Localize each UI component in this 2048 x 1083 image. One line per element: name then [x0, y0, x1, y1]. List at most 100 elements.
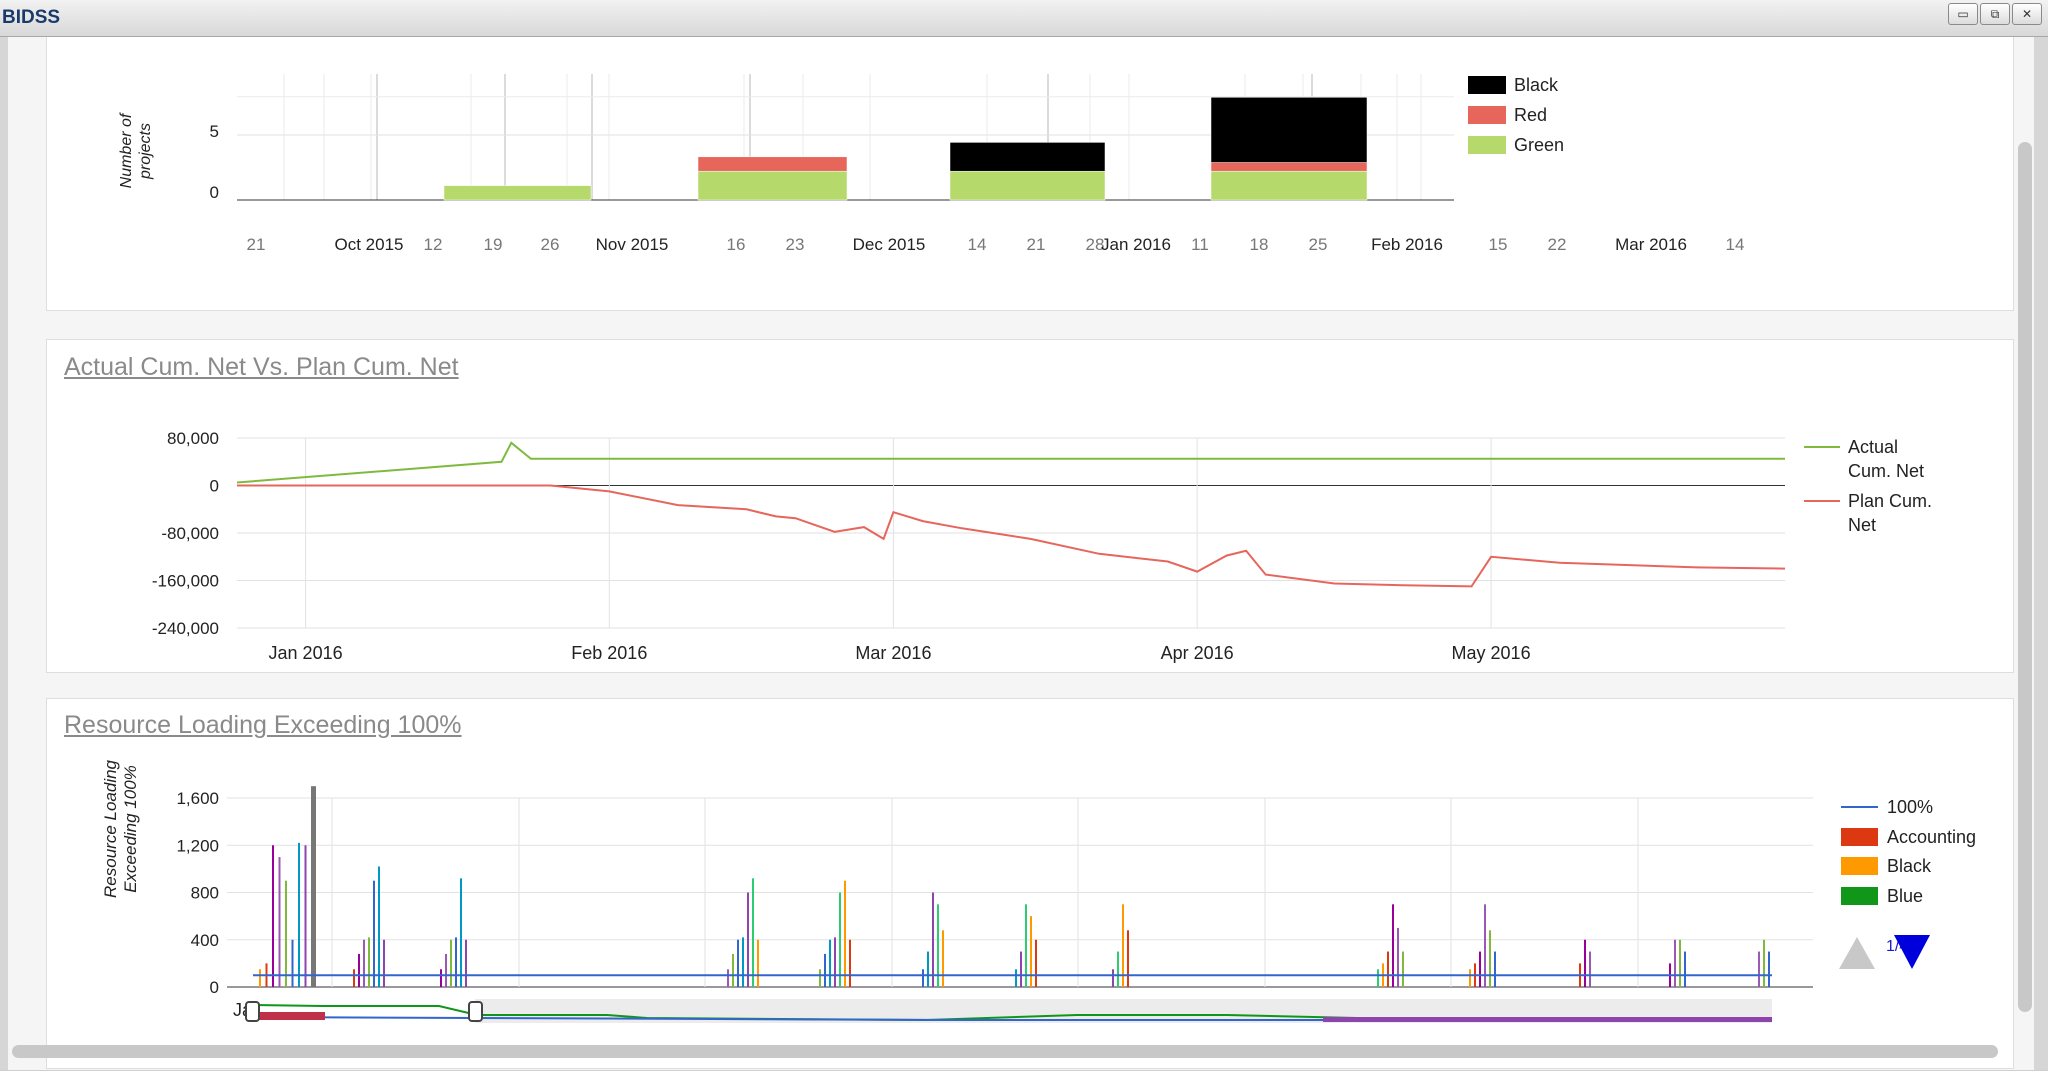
x-tick-label: Mar 2016: [1615, 235, 1687, 254]
resource-bar: [450, 939, 452, 987]
series-line-plan-cum-net: [237, 484, 1786, 588]
cum-net-chart-panel: Actual Cum. Net Vs. Plan Cum. Net 80,000…: [46, 339, 2014, 673]
x-tick-label: 23: [786, 235, 805, 254]
x-tick-label: May 2016: [1452, 643, 1531, 663]
resource-bar: [839, 892, 841, 987]
cum-net-chart-title[interactable]: Actual Cum. Net Vs. Plan Cum. Net: [64, 353, 459, 381]
x-tick-label: 18: [1250, 235, 1269, 254]
y-tick-label: 0: [210, 477, 219, 496]
x-tick-label: 15: [1489, 235, 1508, 254]
legend-label-black: Black: [1887, 856, 1932, 876]
x-tick-label: Feb 2016: [571, 643, 647, 663]
resource-bar: [259, 969, 261, 987]
resource-bar: [1489, 930, 1491, 987]
bar-segment-red: [697, 156, 848, 172]
x-tick-label: 12: [424, 235, 443, 254]
y-tick-label: 1,600: [176, 789, 219, 808]
resource-bar: [445, 953, 447, 987]
x-tick-label: Mar 2016: [855, 643, 931, 663]
resource-bar: [742, 937, 744, 987]
bar-segment-green: [697, 170, 848, 201]
y-tick-label: -240,000: [152, 619, 219, 638]
resource-bar: [752, 878, 754, 987]
legend-swatch-red: [1468, 106, 1506, 124]
y-axis-ticks: 5 0: [210, 122, 219, 202]
horizontal-scrollbar-thumb[interactable]: [12, 1045, 1998, 1058]
resource-bar: [1035, 939, 1037, 987]
legend-label-red: Red: [1514, 105, 1547, 125]
resource-bar: [465, 939, 467, 987]
horizontal-scrollbar[interactable]: [8, 1040, 2018, 1062]
resource-bar: [1484, 904, 1486, 987]
resource-bar: [922, 969, 924, 987]
legend-page-up-icon[interactable]: [1839, 937, 1875, 969]
resource-bar: [829, 939, 831, 987]
x-tick-label: 11: [1191, 235, 1209, 254]
resource-bar: [1117, 951, 1119, 987]
resource-bar: [1112, 969, 1114, 987]
bar-segment-green: [1210, 170, 1368, 201]
resource-bar: [844, 880, 846, 987]
bar-segment-green: [949, 170, 1106, 201]
legend-label-actual-line1: Actual: [1848, 437, 1898, 457]
resource-bar: [311, 786, 316, 987]
resource-loading-panel: Resource Loading Exceeding 100% 1,600 1,2…: [46, 698, 2014, 1069]
resource-bar: [1402, 951, 1404, 987]
resource-bar: [298, 842, 300, 987]
resource-bar: [373, 880, 375, 987]
range-navigator[interactable]: [245, 999, 1773, 1023]
resource-bar: [1025, 904, 1027, 987]
y-tick-label: 80,000: [167, 429, 219, 448]
y-axis-title-line1: Number of: [118, 112, 135, 188]
resource-bar: [1397, 927, 1399, 987]
window-bottom-edge: [0, 1070, 2048, 1083]
legend-swatch-green: [1468, 136, 1506, 154]
y-axis-title-line1: Resource Loading: [101, 759, 120, 898]
resource-bar: [383, 939, 385, 987]
resource-bar: [1758, 951, 1760, 987]
resource-bar: [440, 969, 442, 987]
y-tick-label: 0: [210, 183, 219, 202]
legend-label-blue: Blue: [1887, 886, 1923, 906]
resource-bar: [304, 845, 307, 987]
resource-loading-title[interactable]: Resource Loading Exceeding 100%: [64, 711, 462, 739]
bar-segment-black: [949, 142, 1106, 172]
resource-bar: [727, 969, 729, 987]
restore-icon[interactable]: ⧉: [1980, 3, 2010, 25]
resource-bar: [824, 953, 826, 987]
resource-bar: [942, 930, 944, 987]
range-handle-left[interactable]: [245, 1001, 260, 1022]
y-axis-title-line2: projects: [137, 123, 154, 180]
x-tick-label: 25: [1309, 235, 1328, 254]
legend-swatch-accounting: [1841, 828, 1878, 846]
x-tick-label: Oct 2015: [335, 235, 404, 254]
y-tick-label: 800: [191, 884, 219, 903]
x-tick-label: Nov 2015: [596, 235, 669, 254]
vertical-scrollbar-thumb[interactable]: [2018, 142, 2032, 1012]
resource-bar: [737, 939, 739, 987]
legend-label-plan-line1: Plan Cum.: [1848, 491, 1932, 511]
x-tick-label: 19: [484, 235, 503, 254]
vertical-scrollbar[interactable]: [2014, 38, 2036, 1038]
resource-bar: [460, 878, 462, 987]
cum-net-chart: 80,000 0 -80,000 -160,000 -240,000 Jan 2016 F…: [152, 429, 1932, 663]
x-tick-label: 14: [968, 235, 987, 254]
x-tick-label: 21: [247, 235, 266, 254]
window-title: BIDSS: [2, 7, 61, 28]
resource-bar: [291, 939, 294, 987]
legend-page-down-icon[interactable]: [1894, 935, 1930, 969]
resource-bar: [937, 904, 939, 987]
legend-label-100pct: 100%: [1887, 797, 1933, 817]
range-handle-right[interactable]: [468, 1001, 483, 1022]
minimize-icon[interactable]: ▭: [1948, 3, 1978, 25]
resource-bar: [1020, 951, 1022, 987]
resource-bar: [378, 866, 380, 987]
resource-bar: [1768, 951, 1770, 987]
resource-bar: [1127, 930, 1129, 987]
y-axis-ticks: 1,600 1,200 800 400 0: [176, 789, 219, 997]
close-icon[interactable]: ✕: [2012, 3, 2042, 25]
window-titlebar: BIDSS ▭ ⧉ ✕: [0, 0, 2048, 37]
resource-bar: [932, 892, 934, 987]
x-axis-ticks: 21 Oct 2015 12 19 26 Nov 2015 16 23 Dec 2015 14 21…: [247, 235, 1745, 254]
